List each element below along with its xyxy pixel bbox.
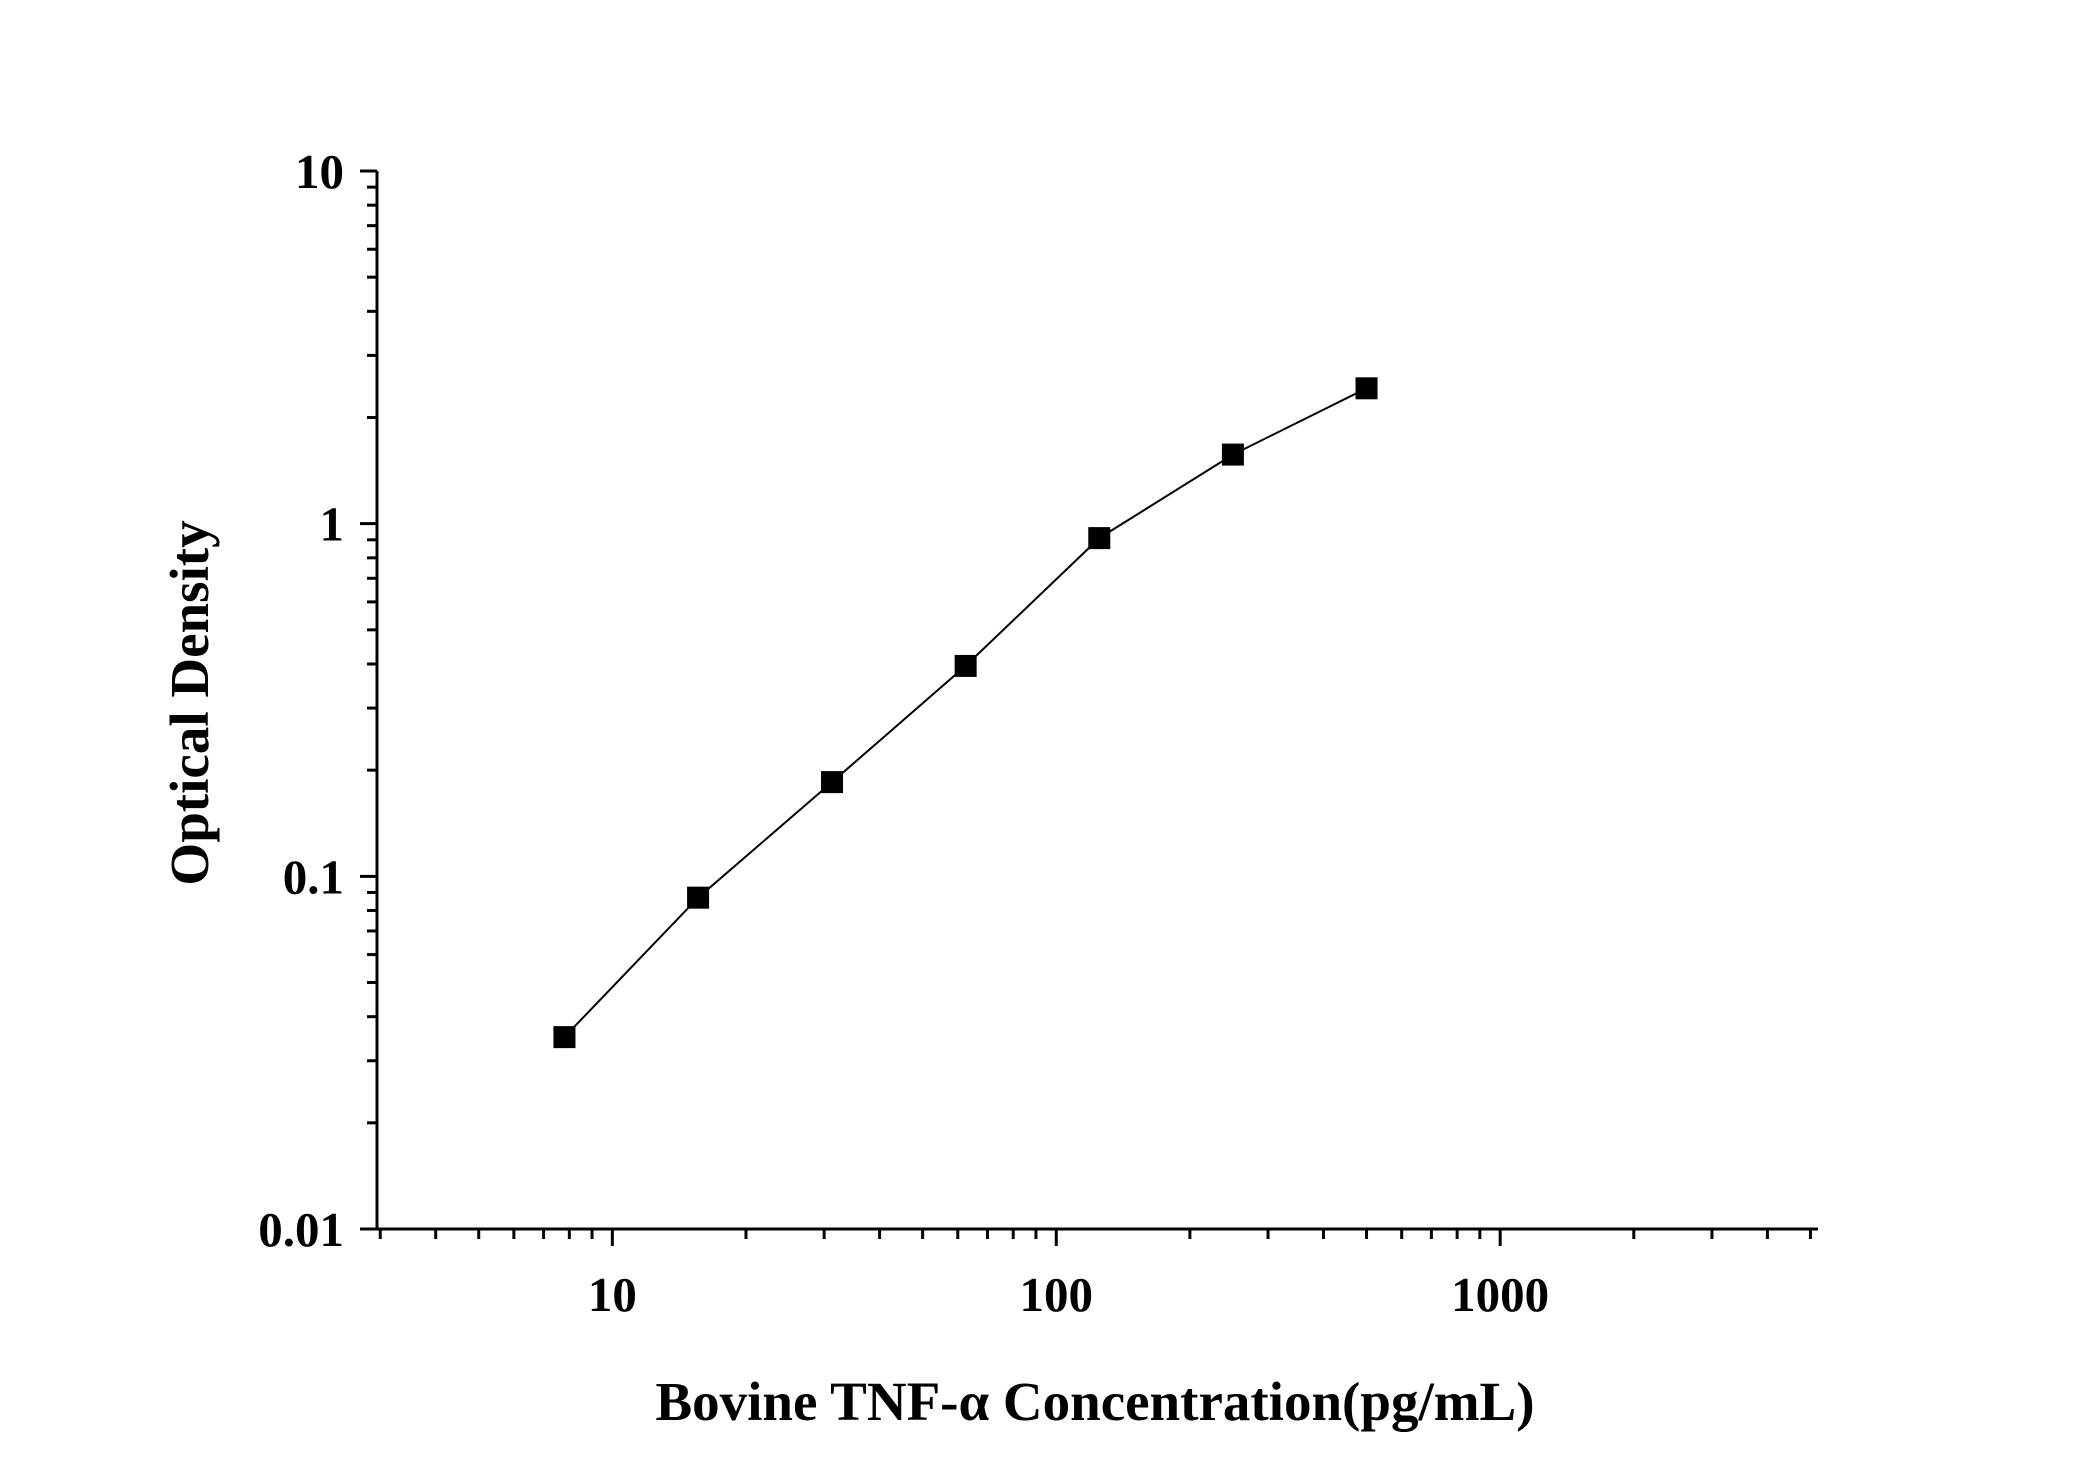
- x-tick-label: 100: [1020, 1267, 1094, 1322]
- y-tick-label: 0.01: [258, 1202, 344, 1257]
- fitted-curve: [563, 387, 1367, 1038]
- data-point: [687, 886, 710, 909]
- x-axis-title: Bovine TNF-α Concentration(pg/mL): [655, 1371, 1534, 1432]
- axes: [375, 171, 1818, 1231]
- data-point: [1221, 443, 1244, 466]
- data-point: [821, 771, 844, 794]
- ticks: [360, 169, 1812, 1246]
- y-tick-label: 0.1: [283, 849, 344, 904]
- data-point: [1355, 377, 1378, 400]
- y-tick-label: 10: [295, 144, 344, 199]
- data-point: [1088, 527, 1111, 550]
- y-tick-label: 1: [320, 497, 345, 552]
- data-markers: [553, 377, 1378, 1049]
- x-tick-label: 10: [588, 1267, 637, 1322]
- data-point: [553, 1026, 576, 1049]
- tick-labels: 0.01 0.1 1 10 10 100 1000: [258, 144, 1549, 1322]
- y-axis-title: Optical Density: [159, 520, 220, 885]
- series-line: [563, 387, 1367, 1038]
- data-point: [954, 654, 977, 677]
- x-tick-label: 1000: [1451, 1267, 1549, 1322]
